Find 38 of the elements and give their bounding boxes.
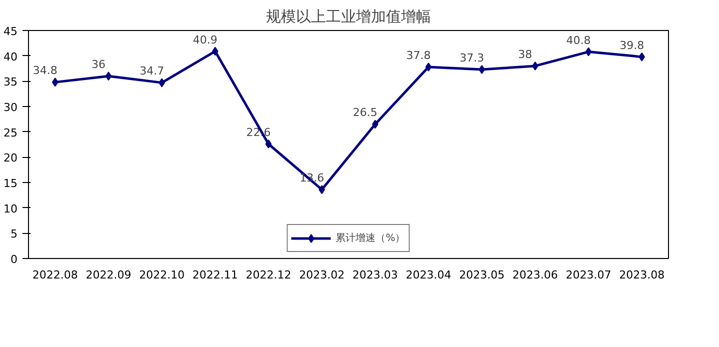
x-tick-label: 2023.04 [406, 268, 452, 282]
x-tick-label: 2023.03 [352, 268, 398, 282]
y-tick-label: 35 [4, 76, 18, 89]
point [585, 47, 592, 56]
data-label: 34.7 [140, 64, 164, 78]
y-tick-label: 0 [10, 253, 18, 266]
y-tick-label: 15 [4, 177, 18, 190]
y-tick-label: 30 [4, 101, 18, 114]
point [265, 139, 272, 148]
data-label: 37.8 [406, 48, 431, 62]
legend-label: 累计增速（%） [336, 232, 406, 245]
x-tick-label: 2023.08 [619, 268, 665, 282]
y-tick-label: 20 [4, 152, 18, 165]
y-tick-label: 5 [10, 228, 18, 241]
x-tick-label: 2023.02 [299, 268, 345, 282]
x-tick-label: 2022.10 [139, 268, 185, 282]
x-tick-label: 2022.08 [32, 268, 78, 282]
x-tick-label: 2023.06 [512, 268, 558, 282]
x-tick-label: 2023.07 [566, 268, 612, 282]
y-tick-label: 25 [4, 126, 18, 140]
x-tick-label: 2022.12 [246, 268, 292, 282]
data-label: 37.3 [460, 52, 484, 65]
point [425, 62, 432, 72]
point [105, 72, 112, 81]
x-tick-label: 2023.05 [459, 268, 505, 282]
data-label: 26.5 [352, 106, 378, 120]
y-tick-label: 10 [4, 202, 18, 216]
data-label: 38 [518, 48, 532, 61]
chart-title: 规模以上工业增加值增幅 [266, 8, 431, 26]
x-tick-label: 2022.11 [192, 268, 238, 282]
data-label: 36 [92, 58, 106, 72]
data-label: 39.8 [620, 38, 644, 52]
data-label: 34.8 [32, 64, 58, 78]
data-label: 40.8 [566, 34, 591, 47]
x-tick-label: 2022.09 [86, 268, 132, 282]
y-tick-label: 45 [4, 25, 18, 38]
data-label: 40.9 [192, 33, 218, 46]
y-tick-label: 40 [4, 50, 18, 64]
